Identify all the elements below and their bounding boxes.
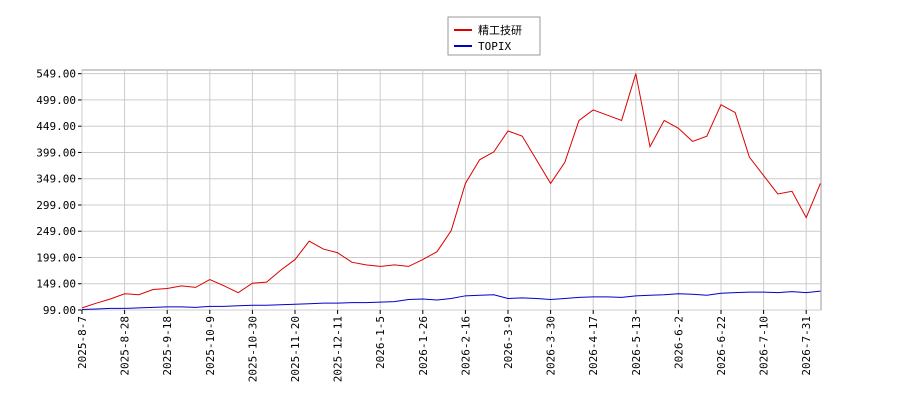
plot-frame	[81, 69, 822, 311]
y-tick-label: 449.00	[36, 120, 76, 133]
x-tick-label: 2026-6-2	[672, 316, 685, 369]
x-tick-label: 2026-6-22	[715, 316, 728, 376]
x-tick-label: 2026-3-9	[502, 316, 515, 369]
y-tick-label: 349.00	[36, 173, 76, 186]
y-tick-label: 149.00	[36, 278, 76, 291]
y-tick-label: 249.00	[36, 225, 76, 238]
y-tick-label: 99.00	[43, 304, 76, 317]
x-tick-label: 2025-10-9	[204, 316, 217, 376]
legend	[447, 16, 541, 56]
legend-label: TOPIX	[478, 40, 511, 53]
x-tick-label: 2026-2-16	[459, 316, 472, 376]
x-tick-label: 2026-7-10	[758, 316, 771, 376]
x-tick-label: 2026-3-30	[545, 316, 558, 376]
x-tick-label: 2026-4-17	[587, 316, 600, 376]
series-line	[81, 290, 821, 310]
legend-label: 精工技研	[478, 24, 522, 37]
x-tick-label: 2025-12-11	[332, 316, 345, 382]
x-tick-label: 2025-10-30	[246, 316, 259, 382]
y-tick-label: 299.00	[36, 199, 76, 212]
x-tick-label: 2025-8-28	[119, 316, 132, 376]
x-tick-label: 2026-1-26	[417, 316, 430, 376]
y-tick-label: 499.00	[36, 94, 76, 107]
y-tick-label: 549.00	[36, 68, 76, 81]
x-tick-label: 2026-7-31	[800, 316, 813, 376]
series-line	[81, 73, 821, 309]
x-tick-label: 2026-1-5	[374, 316, 387, 369]
x-tick-label: 2025-9-18	[161, 316, 174, 376]
x-tick-label: 2025-11-20	[289, 316, 302, 382]
y-tick-label: 399.00	[36, 146, 76, 159]
y-tick-label: 199.00	[36, 251, 76, 264]
x-tick-label: 2025-8-7	[76, 316, 89, 369]
x-tick-label: 2026-5-13	[630, 316, 643, 376]
